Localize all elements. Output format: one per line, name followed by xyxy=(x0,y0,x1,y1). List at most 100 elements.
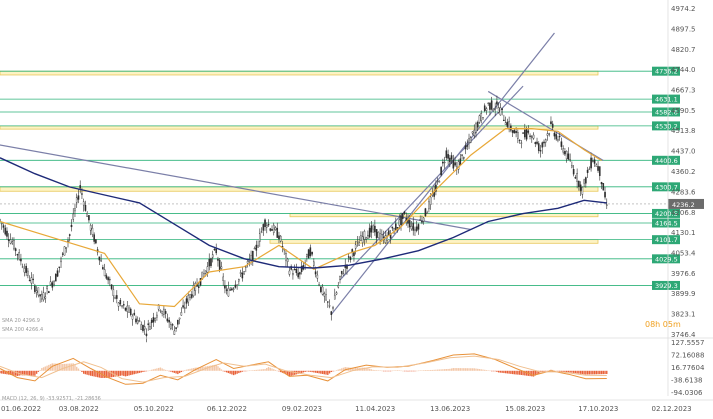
macd-histogram-bar xyxy=(246,370,249,372)
level-badge xyxy=(652,182,680,192)
macd-histogram-bar xyxy=(320,370,322,374)
level-badge xyxy=(652,121,680,131)
price-tick-label: 4590.5 xyxy=(671,107,696,115)
macd-histogram-bar xyxy=(76,366,78,371)
candle-body xyxy=(410,226,413,230)
candle-body xyxy=(340,270,343,274)
candle-body xyxy=(72,213,75,220)
price-tick-label: 3899.9 xyxy=(671,290,696,298)
candle-body xyxy=(326,301,329,303)
candle-body xyxy=(490,100,493,110)
candle-body xyxy=(323,293,326,297)
candle-body xyxy=(257,245,259,248)
macd-histogram-bar xyxy=(311,370,313,373)
macd-histogram-bar xyxy=(44,366,47,371)
candle-body xyxy=(180,312,183,316)
macd-histogram-bar xyxy=(88,370,90,376)
macd-histogram-bar xyxy=(515,370,517,375)
macd-histogram-bar xyxy=(323,370,326,375)
macd-histogram-bar xyxy=(201,366,203,371)
candle-body xyxy=(236,284,238,287)
macd-histogram-bar xyxy=(157,367,160,371)
macd-histogram-bar xyxy=(62,363,64,371)
macd-histogram-bar xyxy=(229,370,231,374)
candle-body xyxy=(562,148,564,153)
candle-body xyxy=(429,196,432,205)
candle-body xyxy=(86,213,88,217)
level-badge-label: 4530.2 xyxy=(655,122,678,130)
candle-body xyxy=(243,271,245,275)
candlesticks xyxy=(0,95,608,343)
trendlines xyxy=(0,32,604,315)
level-badge xyxy=(652,280,680,290)
candle-body xyxy=(262,224,265,231)
macd-histogram-bar xyxy=(206,366,209,371)
macd-histogram-bar xyxy=(140,370,142,373)
macd-histogram-bar xyxy=(278,370,280,372)
macd-histogram-bar xyxy=(386,370,388,372)
macd-histogram-bar xyxy=(327,370,329,375)
macd-histogram-bar xyxy=(63,363,66,371)
candle-body xyxy=(449,157,451,163)
candle-body xyxy=(133,312,136,316)
candle-body xyxy=(238,278,240,282)
candle-body xyxy=(403,211,406,214)
candle-body xyxy=(314,271,317,275)
price-tick-label: 4437.0 xyxy=(671,148,696,156)
macd-histogram-bar xyxy=(280,370,282,373)
candle-body xyxy=(46,286,48,290)
macd-histogram-bar xyxy=(138,370,141,373)
candle-body xyxy=(124,307,127,311)
macd-histogram-bar xyxy=(269,367,271,371)
macd-histogram-bar xyxy=(248,370,251,372)
macd-histogram-bar xyxy=(400,370,402,372)
candle-body xyxy=(414,228,416,231)
time-tick-label: 15.08.2023 xyxy=(505,405,545,413)
macd-histogram-bar xyxy=(161,368,163,371)
candle-body xyxy=(497,107,500,113)
macd-histogram-bar xyxy=(114,370,116,377)
candle-body xyxy=(316,274,319,279)
candle-body xyxy=(313,261,315,266)
macd-histogram-bar xyxy=(433,369,435,371)
candle-body xyxy=(267,224,270,226)
candle-body xyxy=(211,254,214,258)
candle-body xyxy=(478,115,481,123)
macd-histogram-bar xyxy=(586,370,589,375)
macd-histogram-bar xyxy=(546,370,549,372)
macd-histogram-bar xyxy=(485,370,488,371)
candle-body xyxy=(13,240,15,250)
macd-histogram-bar xyxy=(431,369,434,371)
macd-histogram-bar xyxy=(478,369,481,371)
candle-body xyxy=(229,289,231,291)
candle-body xyxy=(297,272,299,278)
candle-body xyxy=(65,247,68,249)
macd-histogram-bar xyxy=(419,370,421,371)
candle-body xyxy=(42,292,45,301)
macd-histogram-bar xyxy=(262,369,264,371)
candle-body xyxy=(415,226,418,231)
macd-histogram-bar xyxy=(370,369,373,371)
candle-body xyxy=(483,105,486,111)
candle-body xyxy=(487,102,490,104)
price-tick-label: 4744.0 xyxy=(671,66,696,74)
macd-histogram-bar xyxy=(163,369,165,371)
macd-histogram-bar xyxy=(513,370,516,375)
macd-histogram-bar xyxy=(553,370,556,371)
candle-body xyxy=(7,239,10,241)
candle-body xyxy=(60,258,62,263)
candle-body xyxy=(464,145,467,150)
macd-histogram-bar xyxy=(0,370,1,374)
candle-body xyxy=(605,204,608,206)
candle-body xyxy=(177,319,179,325)
macd-histogram-bar xyxy=(482,369,484,371)
candle-body xyxy=(171,324,174,326)
macd-histogram-bar xyxy=(69,363,71,371)
macd-histogram-bar xyxy=(520,370,523,375)
candle-body xyxy=(511,130,514,133)
candle-body xyxy=(82,201,85,206)
macd-histogram-bar xyxy=(379,370,381,371)
macd-histogram-bar xyxy=(316,370,319,374)
macd-histogram-bar xyxy=(156,368,158,371)
